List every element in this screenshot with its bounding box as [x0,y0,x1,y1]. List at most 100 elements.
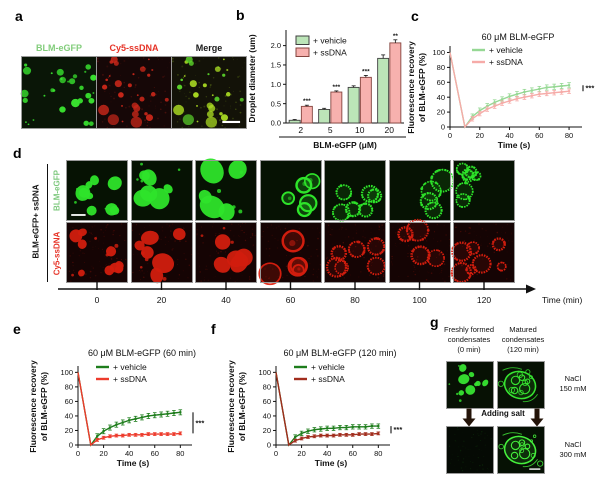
micrograph-cy5-ssdna [96,56,172,129]
group-label-blm-egfp-ssdna: BLM-eGFP+ ssDNA [31,184,41,259]
line-chart-frap-60min: 0 20 40 60 80 100 0 20 40 60 80 60 μM BLM-eGFP (60 … [28,348,205,468]
time-tick-label: 0 [95,295,100,305]
nacl-150-label: NaCl 150 mM [559,374,587,393]
svg-text:Droplet diameter (um): Droplet diameter (um) [247,34,257,122]
header-freshly-formed: Freshly formed condensates (0 min) [443,325,494,354]
svg-text:20: 20 [99,449,107,458]
panel-label-e: e [13,321,21,337]
micrograph-timelapse-green-80min [324,160,386,222]
svg-text:40: 40 [505,131,513,140]
svg-text:20: 20 [437,108,445,117]
svg-text:80: 80 [565,131,573,140]
svg-text:20: 20 [65,426,73,435]
svg-text:40: 40 [437,93,445,102]
svg-text:***: *** [394,425,403,434]
svg-text:60: 60 [349,449,357,458]
micrograph-timelapse-green-20min [130,160,193,221]
micrograph-timelapse-red-120min [450,222,515,284]
panel-label-f: f [211,321,216,337]
svg-text:+ ssDNA: + ssDNA [311,374,345,384]
svg-text:80: 80 [437,63,445,72]
adding-salt-label: Adding salt [481,409,525,418]
svg-text:40: 40 [263,412,271,421]
svg-text:0: 0 [69,441,73,450]
caption-blm-egfp: BLM-eGFP [36,43,82,53]
svg-text:0: 0 [274,449,278,458]
svg-text:1.5: 1.5 [271,61,281,70]
nacl-300-label: NaCl 300 mM [559,440,587,459]
svg-text:of BLM-eGFP (%): of BLM-eGFP (%) [39,372,49,441]
svg-text:***: *** [303,98,311,105]
caption-merge: Merge [195,43,223,53]
svg-text:2: 2 [298,125,303,135]
down-arrow-icon [530,408,544,427]
micrograph-fresh-300mm [446,426,494,474]
svg-text:of BLM-eGFP (%): of BLM-eGFP (%) [417,53,427,122]
micrograph-matured-150mm [497,361,545,409]
caption-cy5-ssdna: Cy5-ssDNA [109,43,159,53]
micrograph-timelapse-green-0min [66,160,128,221]
panel-label-g: g [430,314,439,330]
svg-text:+ vehicle: + vehicle [313,36,347,46]
svg-text:+ ssDNA: + ssDNA [489,57,523,67]
micrograph-timelapse-green-100min [388,160,455,221]
svg-text:60: 60 [263,397,271,406]
svg-text:40: 40 [125,449,133,458]
group-label-divider [47,164,49,282]
svg-text:40: 40 [65,412,73,421]
micrograph-timelapse-red-0min [66,222,128,283]
svg-text:60: 60 [535,131,543,140]
svg-text:Time (s): Time (s) [498,140,531,150]
line-chart-frap-initial: 0 20 40 60 80 100 0 20 40 60 80 60 μM BLM-eGFP + veh… [406,32,595,150]
micrograph-timelapse-red-20min [130,222,193,284]
svg-text:100: 100 [60,368,73,377]
time-tick-label: 120 [477,295,491,305]
svg-text:+ ssDNA: + ssDNA [313,48,347,58]
svg-text:**: ** [393,33,399,40]
svg-text:Fluorescence recovery: Fluorescence recovery [406,41,416,134]
svg-text:0: 0 [76,449,80,458]
svg-text:+ vehicle: + vehicle [311,362,345,372]
svg-text:+ vehicle: + vehicle [489,45,523,55]
svg-text:***: *** [586,84,595,93]
svg-text:100: 100 [432,48,445,57]
svg-text:5: 5 [328,125,333,135]
svg-text:60: 60 [65,397,73,406]
svg-text:60: 60 [151,449,159,458]
svg-text:80: 80 [65,382,73,391]
svg-text:0: 0 [448,131,452,140]
micrograph-timelapse-red-40min [195,222,257,283]
time-tick-label: 80 [350,295,360,305]
micrograph-timelapse-red-80min [324,222,386,283]
micrograph-timelapse-red-60min [257,222,322,286]
svg-text:20: 20 [385,125,395,135]
header-matured: Matured condensates (120 min) [501,325,545,354]
svg-text:Time (s): Time (s) [315,458,348,468]
micrograph-merge [171,56,247,129]
micrograph-timelapse-green-40min [195,158,257,221]
svg-text:40: 40 [323,449,331,458]
svg-text:20: 20 [476,131,484,140]
svg-text:***: *** [196,418,205,427]
svg-text:80: 80 [263,382,271,391]
time-tick-label: 40 [221,295,231,305]
panel-label-d: d [13,145,22,161]
svg-text:20: 20 [297,449,305,458]
micrograph-matured-300mm [497,426,545,474]
svg-text:+ ssDNA: + ssDNA [113,374,147,384]
svg-text:80: 80 [176,449,184,458]
svg-text:2.0: 2.0 [271,41,281,50]
svg-text:Time (s): Time (s) [117,458,150,468]
down-arrow-icon [462,408,476,427]
micrograph-timelapse-red-100min [388,218,451,283]
svg-text:***: *** [362,68,370,75]
time-tick-label: 20 [157,295,167,305]
bar-chart-droplet-diameter: 0.0 0.5 1.0 1.5 2.0 2 *** 5 *** 10 *** 20 ** + vehicl… [247,30,406,150]
time-tick-label: 100 [412,295,426,305]
svg-text:of BLM-eGFP (%): of BLM-eGFP (%) [237,372,247,441]
svg-text:60 μM BLM-eGFP: 60 μM BLM-eGFP [482,32,555,42]
time-axis-label: Time (min) [542,295,582,305]
svg-text:10: 10 [355,125,365,135]
svg-text:80: 80 [374,449,382,458]
